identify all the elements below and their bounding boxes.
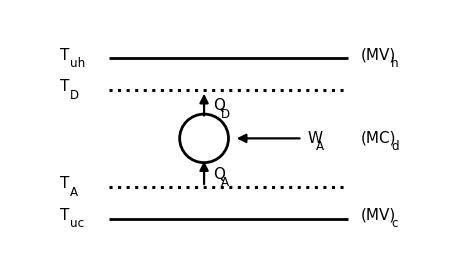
Text: c: c — [391, 217, 398, 230]
Text: (MV): (MV) — [360, 208, 395, 223]
Text: D: D — [70, 89, 79, 102]
Text: T: T — [60, 208, 69, 223]
Text: A: A — [221, 176, 229, 189]
Text: D: D — [221, 108, 231, 121]
Text: h: h — [391, 57, 399, 70]
Text: A: A — [316, 140, 324, 153]
Text: A: A — [70, 186, 78, 199]
Text: (MV): (MV) — [360, 47, 395, 62]
Text: Q: Q — [213, 167, 225, 182]
Text: W: W — [308, 131, 323, 146]
Text: d: d — [391, 140, 399, 153]
Text: (MC): (MC) — [360, 131, 396, 146]
Text: Q: Q — [213, 98, 225, 113]
Text: uh: uh — [70, 57, 85, 70]
Text: uc: uc — [70, 217, 84, 230]
Text: T: T — [60, 79, 69, 94]
Text: T: T — [60, 47, 69, 62]
Text: T: T — [60, 176, 69, 191]
